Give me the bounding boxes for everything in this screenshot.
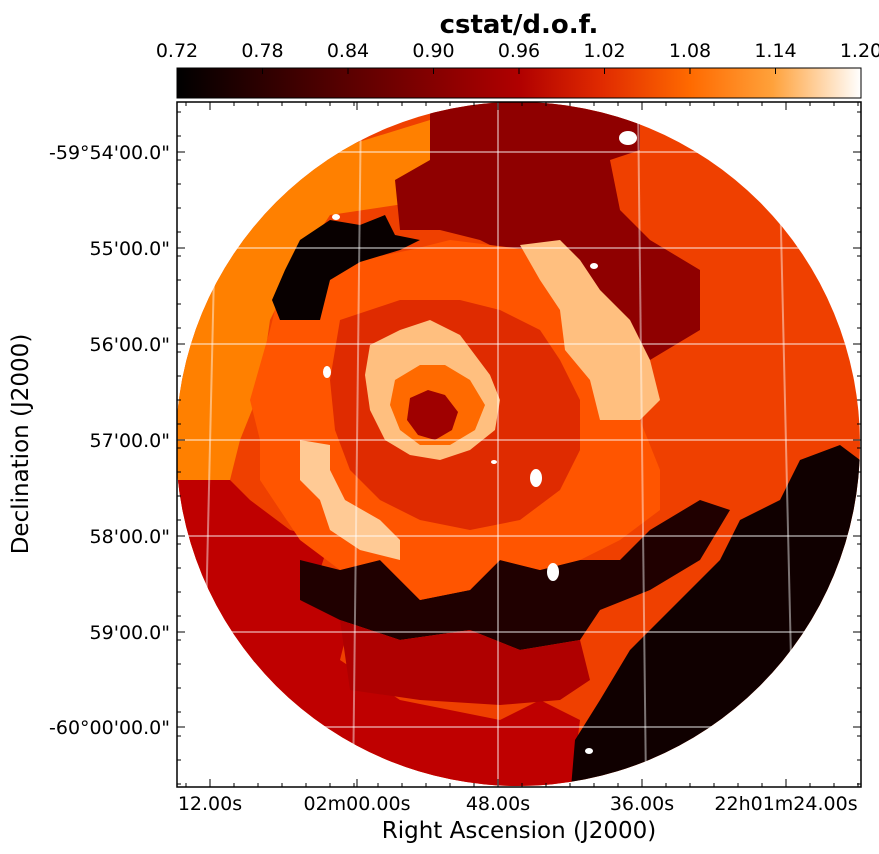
excluded-source: [619, 131, 637, 145]
grid-line-ra: [201, 102, 219, 787]
y-tick-label: -60°00'00.0": [49, 717, 170, 739]
axis-ticks: [177, 102, 861, 787]
coordinate-grid: [177, 102, 861, 787]
excluded-source: [590, 263, 598, 269]
grid-line-ra: [352, 102, 362, 787]
plot-frame: [176, 101, 862, 788]
y-tick-label: 59'00.0": [90, 622, 170, 644]
y-tick-label: 57'00.0": [90, 430, 170, 452]
excluded-source: [530, 469, 542, 487]
region-south-dark-band: [300, 500, 730, 650]
colorbar-tick-label: 0.84: [327, 40, 369, 62]
region-ring-west-bright: [300, 440, 400, 560]
colorbar-tick-label: 1.14: [754, 40, 796, 62]
x-tick-labels: 12.00s 02m00.00s 48.00s 36.00s 22h01m24.00s: [178, 793, 858, 815]
x-tick-label: 12.00s: [178, 793, 242, 815]
region-core-center: [407, 390, 458, 440]
excluded-source: [323, 366, 331, 378]
colorbar-title: cstat/d.o.f.: [440, 10, 599, 40]
x-tick-label: 02m00.00s: [304, 793, 411, 815]
colorbar-tick-label: 0.96: [498, 40, 540, 62]
colorbar-tick-label: 1.20: [840, 40, 879, 62]
excluded-source: [491, 460, 497, 464]
excluded-source: [547, 563, 559, 581]
x-axis-label: Right Ascension (J2000): [382, 818, 657, 844]
colorbar-tick-label: 0.78: [241, 40, 283, 62]
y-tick-label: 58'00.0": [90, 526, 170, 548]
y-tick-label: 56'00.0": [90, 334, 170, 356]
heatmap-disk: [177, 102, 861, 787]
region-ring-east-bright: [520, 240, 660, 420]
y-tick-label: -59°54'00.0": [49, 142, 170, 164]
excluded-source: [585, 748, 593, 754]
region-dark-clump-northwest: [272, 215, 420, 320]
colorbar-tick-label: 1.02: [583, 40, 625, 62]
x-tick-label: 48.00s: [466, 793, 530, 815]
grid-line-ra: [777, 102, 795, 787]
region-north-cap: [395, 102, 700, 360]
x-tick-label: 22h01m24.00s: [714, 793, 857, 815]
colorbar-ticks: [176, 68, 862, 74]
colorbar-tick-label: 0.90: [412, 40, 454, 62]
colorbar-tick-label: 0.72: [156, 40, 198, 62]
y-tick-label: 55'00.0": [90, 238, 170, 260]
x-tick-label: 36.00s: [610, 793, 674, 815]
colorbar-tick-labels: 0.72 0.78 0.84 0.90 0.96 1.02 1.08 1.14 1.20: [156, 40, 879, 62]
y-axis-label: Declination (J2000): [8, 334, 34, 555]
y-tick-labels: -59°54'00.0" 55'00.0" 56'00.0" 57'00.0" 58'0…: [49, 142, 170, 739]
grid-line-ra: [637, 102, 647, 787]
region-south-band: [340, 620, 590, 705]
colorbar-tick-label: 1.08: [669, 40, 711, 62]
excluded-source: [332, 214, 340, 220]
